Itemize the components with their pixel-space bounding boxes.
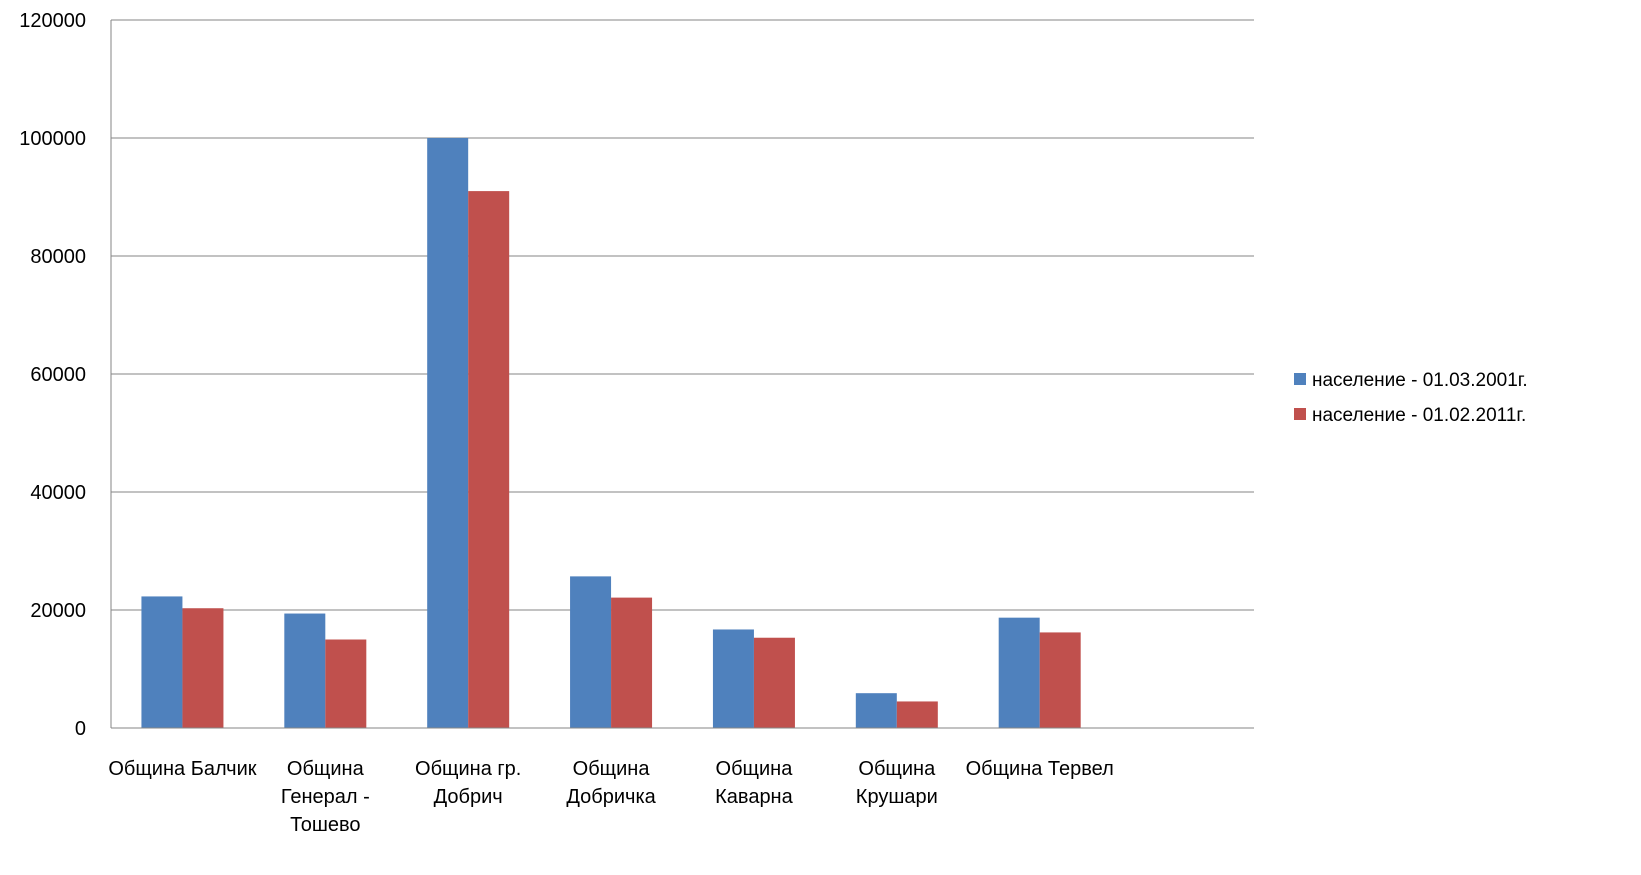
x-tick-label: Добрич [434, 786, 503, 808]
bar [284, 613, 326, 728]
bar [141, 596, 183, 728]
legend: население - 01.03.2001г. население - 01.0… [1294, 370, 1528, 426]
x-tick-label: Добричка [566, 786, 656, 808]
x-tick-label: Крушари [856, 786, 938, 808]
x-tick-label: Община Тервел [966, 758, 1114, 780]
y-tick-label: 0 [75, 718, 86, 740]
x-tick-label: Община Балчик [108, 758, 256, 780]
bar [570, 576, 612, 728]
bar [427, 138, 469, 728]
y-tick-label: 120000 [19, 10, 86, 32]
bar [325, 639, 367, 728]
y-tick-label: 80000 [30, 246, 86, 268]
legend-swatch [1294, 408, 1306, 420]
bar [182, 608, 224, 728]
bar [998, 617, 1040, 728]
x-tick-label: Община [716, 758, 794, 780]
y-tick-label: 100000 [19, 128, 86, 150]
x-tick-label: Каварна [715, 786, 793, 808]
bar [468, 191, 510, 729]
y-tick-label: 40000 [30, 482, 86, 504]
x-axis: Община Балчик Община Генерал - Тошево Община… [108, 727, 1254, 836]
y-axis: 0 20000 40000 60000 80000 100000 120000 [19, 10, 112, 740]
y-tick-label: 60000 [30, 364, 86, 386]
legend-swatch [1294, 373, 1306, 385]
x-tick-label: Генерал - [281, 786, 370, 808]
x-tick-label: Община [858, 758, 936, 780]
bar [855, 693, 897, 728]
x-tick-label: Община гр. [415, 758, 521, 780]
legend-label: население - 01.03.2001г. [1312, 370, 1528, 391]
gridlines [111, 19, 1254, 611]
bar [896, 701, 938, 728]
bar [753, 637, 795, 728]
x-tick-label: Тошево [290, 814, 360, 836]
legend-label: население - 01.02.2011г. [1312, 405, 1526, 426]
bar [611, 597, 653, 728]
x-tick-label: Община [287, 758, 365, 780]
bar [1039, 632, 1081, 728]
bar [712, 629, 754, 728]
bars [141, 138, 1081, 729]
x-tick-label: Община [573, 758, 651, 780]
y-tick-label: 20000 [30, 600, 86, 622]
